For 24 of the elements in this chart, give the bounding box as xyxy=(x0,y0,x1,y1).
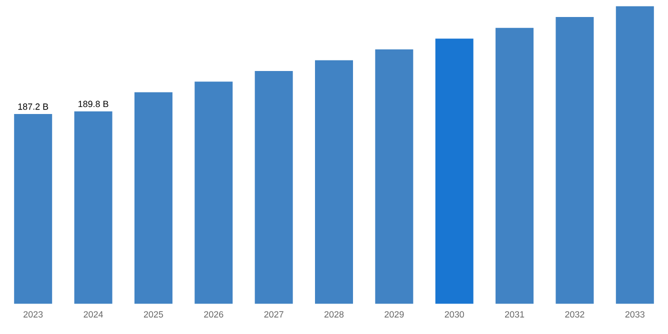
x-tick-label: 2027 xyxy=(264,311,284,318)
bar xyxy=(134,92,172,304)
bar xyxy=(496,28,534,304)
data-label: 189.8 B xyxy=(78,100,108,108)
x-tick-label: 2031 xyxy=(505,311,524,318)
x-tick-label: 2023 xyxy=(24,311,43,318)
bar xyxy=(254,71,293,304)
bar xyxy=(315,60,354,304)
x-tick-label: 2025 xyxy=(144,311,164,318)
x-tick-label: 2026 xyxy=(204,311,224,318)
bar xyxy=(74,111,112,304)
bar xyxy=(556,16,594,304)
bar xyxy=(14,114,52,304)
x-tick-label: 2030 xyxy=(444,311,464,318)
x-tick-label: 2024 xyxy=(84,311,103,318)
x-tick-label: 2028 xyxy=(324,311,344,318)
bar xyxy=(435,38,474,304)
data-label: 187.2 B xyxy=(18,103,48,110)
bar xyxy=(616,6,654,304)
x-tick-label: 2029 xyxy=(384,311,404,318)
x-tick-label: 2032 xyxy=(565,311,584,318)
bar xyxy=(194,82,233,304)
x-tick-label: 2033 xyxy=(625,311,644,318)
bar xyxy=(375,49,414,304)
